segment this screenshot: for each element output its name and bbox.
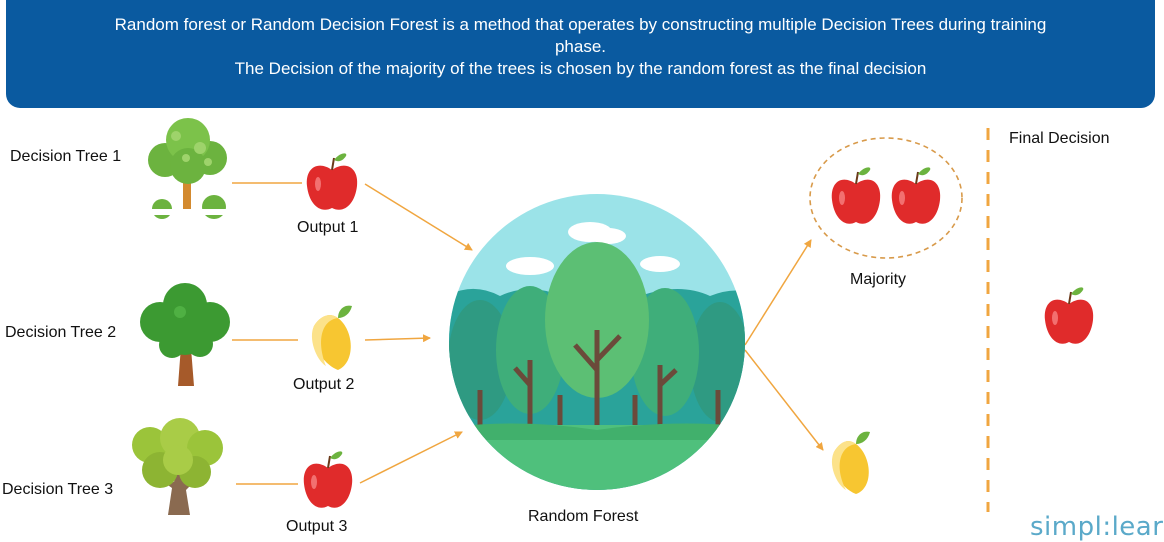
final-decision-apple-icon bbox=[1044, 287, 1094, 344]
decision-tree-2-label: Decision Tree 2 bbox=[5, 324, 117, 341]
simplilearn-logo: simpl:learn bbox=[1030, 512, 1164, 542]
output-1-apple-icon bbox=[306, 153, 358, 210]
random-forest-icon bbox=[449, 194, 745, 490]
header-line-3: The Decision of the majority of the tree… bbox=[234, 59, 927, 78]
arrow-forest-majority bbox=[744, 239, 812, 346]
majority-apple-right-icon bbox=[891, 167, 941, 224]
decision-tree-3-label: Decision Tree 3 bbox=[2, 481, 114, 498]
output-2-mango-icon bbox=[311, 305, 352, 370]
output-2-label: Output 2 bbox=[293, 376, 355, 393]
arrow-output2-forest bbox=[364, 334, 431, 343]
decision-tree-2-icon bbox=[140, 283, 230, 386]
decision-tree-1-icon bbox=[148, 118, 234, 219]
arrow-output1-forest bbox=[364, 183, 473, 251]
arrow-forest-minority bbox=[744, 349, 824, 451]
majority-dashed-circle bbox=[809, 137, 963, 259]
output-3-apple-icon bbox=[303, 451, 353, 508]
majority-label: Majority bbox=[850, 271, 907, 288]
majority-apple-left-icon bbox=[831, 167, 881, 224]
minority-mango-icon bbox=[831, 431, 870, 494]
majority-group bbox=[809, 137, 963, 259]
header-line-1: Random forest or Random Decision Forest … bbox=[114, 15, 1047, 34]
output-1-label: Output 1 bbox=[297, 219, 359, 236]
header-line-2: phase. bbox=[554, 37, 607, 56]
output-3-label: Output 3 bbox=[286, 518, 348, 535]
arrow-output3-forest bbox=[359, 431, 463, 484]
random-forest-label: Random Forest bbox=[528, 508, 639, 525]
decision-tree-3-icon bbox=[132, 418, 223, 515]
final-decision-label: Final Decision bbox=[1009, 130, 1110, 147]
decision-tree-1-label: Decision Tree 1 bbox=[10, 148, 122, 165]
header-banner: Random forest or Random Decision Forest … bbox=[6, 0, 1155, 108]
